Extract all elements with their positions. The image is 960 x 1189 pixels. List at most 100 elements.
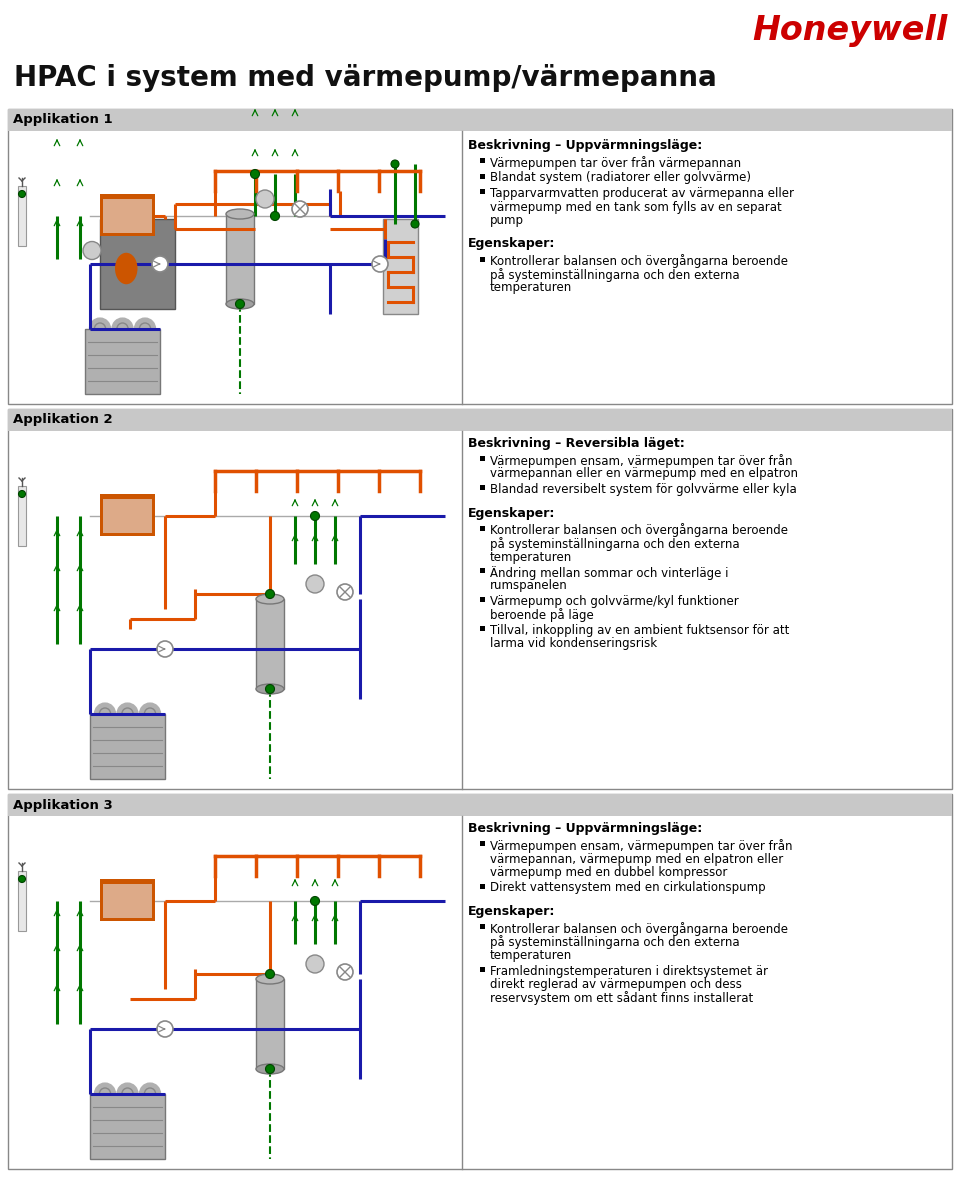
Text: Värmepump och golvvärme/kyl funktioner: Värmepump och golvvärme/kyl funktioner: [490, 594, 739, 608]
Circle shape: [235, 300, 245, 308]
Text: Beskrivning – Reversibla läget:: Beskrivning – Reversibla läget:: [468, 438, 684, 449]
Circle shape: [266, 685, 275, 693]
Circle shape: [266, 1064, 275, 1074]
Ellipse shape: [226, 298, 254, 309]
Text: Framledningstemperaturen i direktsystemet är: Framledningstemperaturen i direktsysteme…: [490, 964, 768, 977]
Circle shape: [251, 170, 259, 178]
Circle shape: [157, 641, 173, 658]
Text: Ändring mellan sommar och vinterläge i: Ändring mellan sommar och vinterläge i: [490, 566, 729, 580]
Text: Egenskaper:: Egenskaper:: [468, 238, 556, 251]
Bar: [480, 568, 485, 573]
Bar: [480, 883, 485, 888]
Bar: [226, 214, 254, 304]
Text: pump: pump: [490, 214, 524, 227]
Bar: [256, 599, 284, 688]
Bar: [382, 219, 418, 314]
Circle shape: [152, 256, 168, 272]
Circle shape: [306, 575, 324, 593]
Text: HPAC i system med värmepump/värmepanna: HPAC i system med värmepump/värmepanna: [14, 64, 717, 92]
Bar: [100, 194, 155, 235]
Bar: [8, 794, 952, 1169]
Text: Kontrollerar balansen och övergångarna beroende: Kontrollerar balansen och övergångarna b…: [490, 523, 788, 537]
Circle shape: [411, 220, 419, 228]
Bar: [480, 924, 485, 929]
Text: Beskrivning – Uppvärmningsläge:: Beskrivning – Uppvärmningsläge:: [468, 822, 703, 835]
Text: Blandad reversibelt system för golvvärme eller kyla: Blandad reversibelt system för golvvärme…: [490, 483, 797, 496]
Bar: [480, 967, 485, 971]
Text: Kontrollerar balansen och övergångarna beroende: Kontrollerar balansen och övergångarna b…: [490, 921, 788, 936]
Circle shape: [18, 875, 26, 882]
Circle shape: [391, 161, 399, 168]
Ellipse shape: [256, 684, 284, 694]
Bar: [480, 457, 485, 461]
Text: Honeywell: Honeywell: [753, 14, 948, 48]
Bar: [480, 625, 485, 631]
Circle shape: [310, 897, 320, 906]
Circle shape: [256, 190, 274, 208]
Circle shape: [337, 584, 353, 600]
Bar: [8, 109, 952, 131]
Circle shape: [18, 491, 26, 497]
Bar: [100, 219, 175, 309]
Circle shape: [306, 955, 324, 973]
Bar: [8, 409, 952, 789]
Bar: [8, 109, 952, 404]
Bar: [85, 329, 160, 394]
Ellipse shape: [256, 1064, 284, 1074]
Bar: [100, 493, 155, 536]
Bar: [18, 872, 26, 931]
Bar: [256, 979, 284, 1069]
Text: Applikation 2: Applikation 2: [13, 414, 112, 427]
Bar: [100, 879, 155, 921]
Bar: [103, 199, 152, 233]
Text: reservsystem om ett sådant finns installerat: reservsystem om ett sådant finns install…: [490, 992, 754, 1006]
Bar: [18, 486, 26, 546]
Text: beroende på läge: beroende på läge: [490, 609, 593, 623]
Text: Egenskaper:: Egenskaper:: [468, 507, 556, 520]
Text: Kontrollerar balansen och övergångarna beroende: Kontrollerar balansen och övergångarna b…: [490, 254, 788, 269]
Text: värmepannan, värmepump med en elpatron eller: värmepannan, värmepump med en elpatron e…: [490, 853, 783, 866]
Ellipse shape: [115, 253, 137, 284]
Bar: [103, 883, 152, 918]
Text: larma vid kondenseringsrisk: larma vid kondenseringsrisk: [490, 637, 658, 650]
Ellipse shape: [226, 209, 254, 219]
Text: temperaturen: temperaturen: [490, 949, 572, 962]
Text: temperaturen: temperaturen: [490, 282, 572, 295]
Bar: [480, 526, 485, 530]
Circle shape: [266, 969, 275, 979]
Text: värmepump med en tank som fylls av en separat: värmepump med en tank som fylls av en se…: [490, 201, 781, 214]
Bar: [480, 597, 485, 602]
Bar: [480, 189, 485, 194]
Text: Egenskaper:: Egenskaper:: [468, 905, 556, 918]
Circle shape: [157, 1021, 173, 1037]
Bar: [90, 1094, 165, 1159]
Text: Värmepumpen tar över från värmepannan: Värmepumpen tar över från värmepannan: [490, 156, 741, 170]
Ellipse shape: [256, 974, 284, 984]
Circle shape: [18, 190, 26, 197]
Bar: [480, 257, 485, 262]
Text: Applikation 3: Applikation 3: [13, 799, 112, 812]
Circle shape: [271, 212, 279, 220]
Bar: [18, 185, 26, 246]
Circle shape: [310, 511, 320, 521]
Text: värmepump med en dubbel kompressor: värmepump med en dubbel kompressor: [490, 866, 728, 879]
Bar: [90, 715, 165, 779]
Bar: [8, 794, 952, 816]
Text: Beskrivning – Uppvärmningsläge:: Beskrivning – Uppvärmningsläge:: [468, 139, 703, 152]
Text: Blandat system (radiatorer eller golvvärme): Blandat system (radiatorer eller golvvär…: [490, 171, 751, 184]
Text: värmepannan eller en värmepump med en elpatron: värmepannan eller en värmepump med en el…: [490, 467, 798, 480]
Circle shape: [292, 201, 308, 218]
Bar: [8, 409, 952, 430]
Text: på systeminställningarna och den externa: på systeminställningarna och den externa: [490, 936, 739, 950]
Text: Tapparvarmvatten producerat av värmepanna eller: Tapparvarmvatten producerat av värmepann…: [490, 187, 794, 200]
Text: på systeminställningarna och den externa: på systeminställningarna och den externa: [490, 537, 739, 551]
Text: på systeminställningarna och den externa: på systeminställningarna och den externa: [490, 268, 739, 282]
Circle shape: [266, 590, 275, 598]
Text: rumspanelen: rumspanelen: [490, 579, 567, 592]
Bar: [480, 485, 485, 490]
Ellipse shape: [256, 594, 284, 604]
Text: Direkt vattensystem med en cirkulationspump: Direkt vattensystem med en cirkulationsp…: [490, 881, 766, 894]
Circle shape: [337, 964, 353, 980]
Bar: [480, 158, 485, 163]
Text: Värmepumpen ensam, värmepumpen tar över från: Värmepumpen ensam, värmepumpen tar över …: [490, 454, 793, 468]
